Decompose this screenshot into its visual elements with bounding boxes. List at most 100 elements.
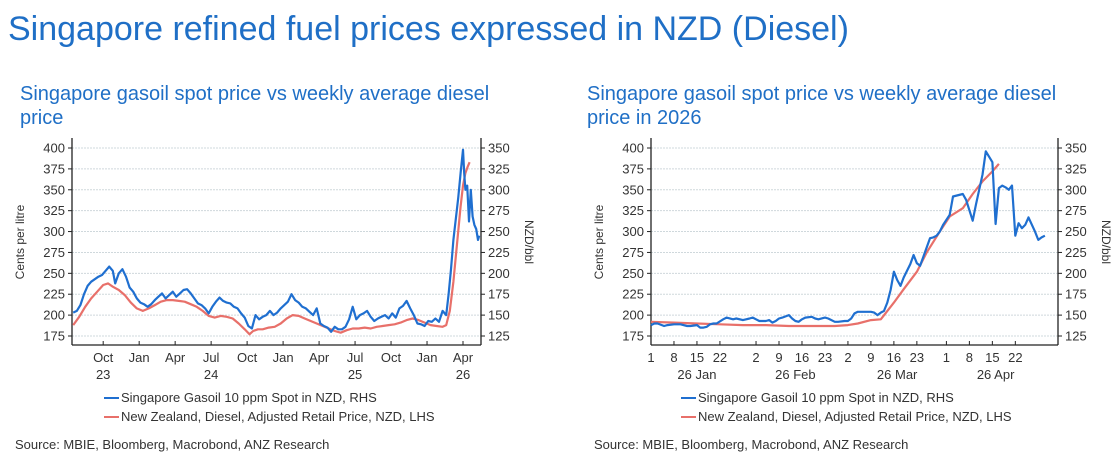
x-tick-label: Jan [273, 350, 294, 365]
y-tick-label: 225 [43, 287, 65, 302]
legend-item-spot: Singapore Gasoil 10 ppm Spot in NZD, RHS [104, 388, 435, 407]
y-tick-label: 375 [622, 161, 644, 176]
left-chart: 175 200 225 250 275 300 325 350 375 400 125 150 175 2… [13, 138, 536, 382]
legend-item-retail: New Zealand, Diesel, Adjusted Retail Pri… [104, 407, 435, 426]
y2-tick-label: 350 [1065, 141, 1087, 156]
y2-tick-label: 175 [488, 287, 510, 302]
y-axis-title: Cents per litre [13, 204, 27, 279]
x-month-label: 26 Mar [877, 367, 918, 382]
y2-tick-label: 200 [488, 266, 510, 281]
x-tick-label: 16 [795, 350, 809, 365]
y-tick-label: 275 [622, 245, 644, 260]
x-tick-label: 23 [910, 350, 924, 365]
y-tick-label: 350 [43, 182, 65, 197]
x-tick-label: 22 [1008, 350, 1022, 365]
y2-tick-label: 325 [488, 161, 510, 176]
y-tick-label: 300 [43, 224, 65, 239]
left-legend: Singapore Gasoil 10 ppm Spot in NZD, RHS… [104, 388, 435, 426]
legend-label-spot: Singapore Gasoil 10 ppm Spot in NZD, RHS [698, 390, 954, 405]
right-source-note: Source: MBIE, Bloomberg, Macrobond, ANZ … [594, 437, 909, 452]
x-tick-label: 8 [966, 350, 973, 365]
y2-tick-label: 225 [488, 245, 510, 260]
legend-swatch-spot [681, 396, 696, 399]
x-tick-label: Jan [129, 350, 150, 365]
y-tick-label: 375 [43, 161, 65, 176]
y2-tick-label: 275 [1065, 203, 1087, 218]
x-month-label: 26 Jan [677, 367, 716, 382]
x-tick-label: Apr [309, 350, 330, 365]
y-tick-label: 275 [43, 245, 65, 260]
y2-tick-label: 125 [1065, 329, 1087, 344]
y-tick-label: 325 [43, 203, 65, 218]
x-tick-label: 23 [818, 350, 832, 365]
y2-tick-label: 150 [1065, 308, 1087, 323]
legend-label-spot: Singapore Gasoil 10 ppm Spot in NZD, RHS [121, 390, 377, 405]
x-tick-label: 1 [943, 350, 950, 365]
x-tick-label: Jul [347, 350, 364, 365]
x-tick-label: 2 [844, 350, 851, 365]
page-title: Singapore refined fuel prices expressed … [8, 10, 849, 48]
y2-tick-label: 300 [488, 182, 510, 197]
x-tick-label: 9 [775, 350, 782, 365]
left-chart-title: Singapore gasoil spot price vs weekly av… [20, 83, 490, 129]
y2-tick-label: 350 [488, 141, 510, 156]
y2-tick-label: 200 [1065, 266, 1087, 281]
x-month-label: 26 Feb [775, 367, 815, 382]
x-month-label: 26 Apr [977, 367, 1015, 382]
series-line-retail [650, 163, 1000, 328]
y2-tick-label: 175 [1065, 287, 1087, 302]
legend-swatch-retail [104, 415, 119, 418]
x-tick-label: 22 [713, 350, 727, 365]
y-tick-label: 200 [43, 308, 65, 323]
x-tick-label: Jul [203, 350, 220, 365]
legend-swatch-retail [681, 415, 696, 418]
x-tick-label: 8 [670, 350, 677, 365]
y2-tick-label: 300 [1065, 182, 1087, 197]
y-axis-title: Cents per litre [592, 204, 606, 279]
right-chart-title: Singapore gasoil spot price vs weekly av… [587, 83, 1057, 129]
x-tick-label: 9 [867, 350, 874, 365]
series-line-retail [72, 161, 471, 336]
y-tick-label: 225 [622, 287, 644, 302]
y2-tick-label: 325 [1065, 161, 1087, 176]
x-year-label: 25 [348, 367, 362, 382]
y2-tick-label: 150 [488, 308, 510, 323]
y2-axis-title: NZD/bbl [1099, 220, 1113, 264]
y-tick-label: 400 [622, 141, 644, 156]
x-tick-label: 15 [985, 350, 999, 365]
y-tick-label: 200 [622, 308, 644, 323]
y-tick-label: 175 [43, 329, 65, 344]
y2-tick-label: 250 [1065, 224, 1087, 239]
x-tick-label: Apr [453, 350, 474, 365]
x-tick-label: 16 [887, 350, 901, 365]
x-year-label: 26 [456, 367, 470, 382]
x-tick-label: Oct [93, 350, 114, 365]
x-tick-label: Jan [417, 350, 438, 365]
legend-label-retail: New Zealand, Diesel, Adjusted Retail Pri… [121, 409, 435, 424]
y-tick-label: 350 [622, 182, 644, 197]
y2-tick-label: 275 [488, 203, 510, 218]
y-tick-label: 400 [43, 141, 65, 156]
left-source-note: Source: MBIE, Bloomberg, Macrobond, ANZ … [15, 437, 330, 452]
legend-item-retail: New Zealand, Diesel, Adjusted Retail Pri… [681, 407, 1012, 426]
x-tick-label: 15 [690, 350, 704, 365]
x-tick-label: Oct [381, 350, 402, 365]
right-chart: 175 200 225 250 275 300 325 350 375 400 125 150 175 2… [592, 138, 1113, 382]
y2-tick-label: 250 [488, 224, 510, 239]
x-tick-label: 1 [647, 350, 654, 365]
legend-item-spot: Singapore Gasoil 10 ppm Spot in NZD, RHS [681, 388, 1012, 407]
x-tick-label: Oct [237, 350, 258, 365]
x-tick-label: 2 [752, 350, 759, 365]
series-line-spot [650, 150, 1046, 329]
y-tick-label: 300 [622, 224, 644, 239]
y-tick-label: 175 [622, 329, 644, 344]
x-year-label: 24 [204, 367, 218, 382]
x-tick-label: Apr [165, 350, 186, 365]
legend-swatch-spot [104, 396, 119, 399]
legend-label-retail: New Zealand, Diesel, Adjusted Retail Pri… [698, 409, 1012, 424]
y-tick-label: 250 [43, 266, 65, 281]
y2-tick-label: 125 [488, 329, 510, 344]
right-legend: Singapore Gasoil 10 ppm Spot in NZD, RHS… [681, 388, 1012, 426]
y2-tick-label: 225 [1065, 245, 1087, 260]
series-line-spot [72, 148, 481, 333]
